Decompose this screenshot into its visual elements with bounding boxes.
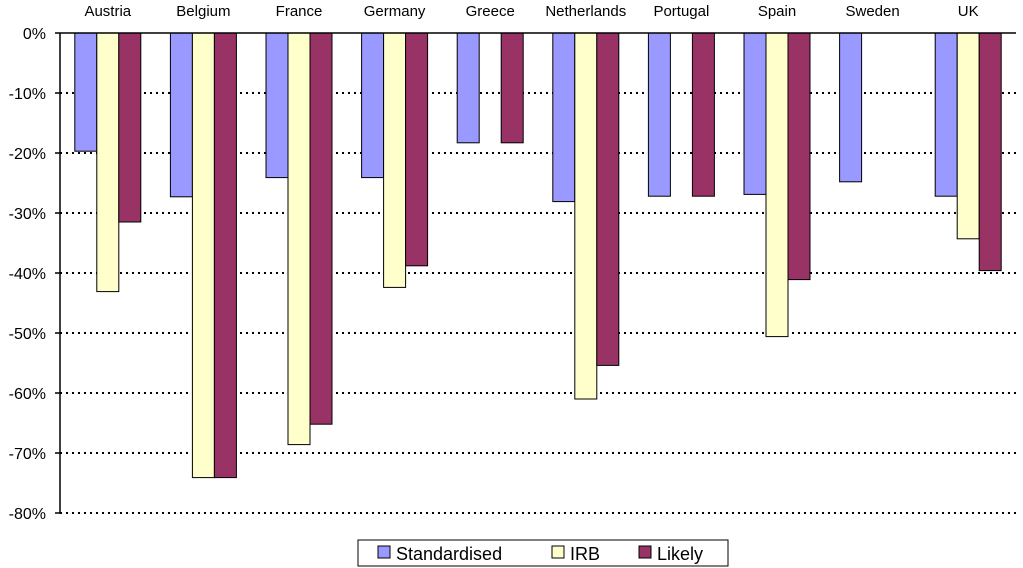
bars bbox=[60, 32, 1016, 479]
legend-box bbox=[357, 539, 729, 567]
legend-swatch-irb bbox=[551, 545, 565, 559]
bar-likely bbox=[309, 32, 333, 425]
legend: Standardised IRB Likely bbox=[357, 539, 729, 567]
bar-irb bbox=[191, 32, 215, 479]
bar-standardised bbox=[265, 32, 289, 179]
bar-irb bbox=[287, 32, 311, 446]
y-tick-label: -20% bbox=[9, 146, 46, 163]
bar-likely bbox=[596, 32, 620, 366]
bar-irb bbox=[956, 32, 980, 240]
category-label: Austria bbox=[84, 3, 131, 20]
y-tick-label: -40% bbox=[9, 266, 46, 283]
category-label: Portugal bbox=[653, 3, 709, 20]
category-label: Germany bbox=[364, 3, 426, 20]
bar-standardised bbox=[552, 32, 576, 203]
category-label: Spain bbox=[758, 3, 796, 20]
bar-likely bbox=[978, 32, 1002, 272]
category-label: Netherlands bbox=[545, 3, 626, 20]
y-tick-label: -10% bbox=[9, 86, 46, 103]
category-label: France bbox=[276, 3, 323, 20]
bar-standardised bbox=[934, 32, 958, 197]
legend-label-likely: Likely bbox=[657, 544, 703, 564]
category-label: Belgium bbox=[176, 3, 230, 20]
y-tick-label: -50% bbox=[9, 326, 46, 343]
bar-standardised bbox=[839, 32, 863, 183]
category-label: UK bbox=[958, 3, 979, 20]
bar-likely bbox=[500, 32, 524, 144]
bar-standardised bbox=[361, 32, 385, 179]
legend-label-standardised: Standardised bbox=[396, 544, 502, 564]
bar-standardised bbox=[169, 32, 193, 198]
bar-standardised bbox=[647, 32, 671, 197]
bar-likely bbox=[787, 32, 811, 281]
bar-standardised bbox=[743, 32, 767, 195]
legend-label-irb: IRB bbox=[570, 544, 600, 564]
category-labels: Austria Belgium France Germany Greece Netherl… bbox=[84, 3, 978, 20]
y-tick-label: -30% bbox=[9, 206, 46, 223]
legend-swatch-likely bbox=[638, 545, 652, 559]
y-tick-label: -60% bbox=[9, 386, 46, 403]
bar-likely bbox=[691, 32, 715, 197]
bar-likely bbox=[118, 32, 142, 223]
legend-swatch-standardised bbox=[377, 545, 391, 559]
bar-irb bbox=[96, 32, 120, 293]
y-tick-label: 0% bbox=[23, 26, 46, 43]
bar-likely bbox=[405, 32, 429, 267]
bar-irb bbox=[765, 32, 789, 338]
category-label: Sweden bbox=[845, 3, 899, 20]
y-tick-label: -70% bbox=[9, 446, 46, 463]
y-axis-ticks: 0% -10% -20% -30% -40% -50% -60% -70% -80% bbox=[9, 26, 60, 523]
bar-likely bbox=[213, 32, 237, 479]
bar-standardised bbox=[456, 32, 480, 144]
bar-standardised bbox=[74, 32, 98, 152]
bar-irb bbox=[383, 32, 407, 288]
y-tick-label: -80% bbox=[9, 506, 46, 523]
category-label: Greece bbox=[466, 3, 515, 20]
bar-irb bbox=[574, 32, 598, 400]
